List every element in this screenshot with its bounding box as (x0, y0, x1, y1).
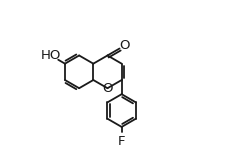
Text: O: O (102, 82, 112, 95)
Text: F: F (117, 135, 125, 148)
Text: HO: HO (41, 49, 61, 62)
Text: O: O (118, 39, 129, 52)
